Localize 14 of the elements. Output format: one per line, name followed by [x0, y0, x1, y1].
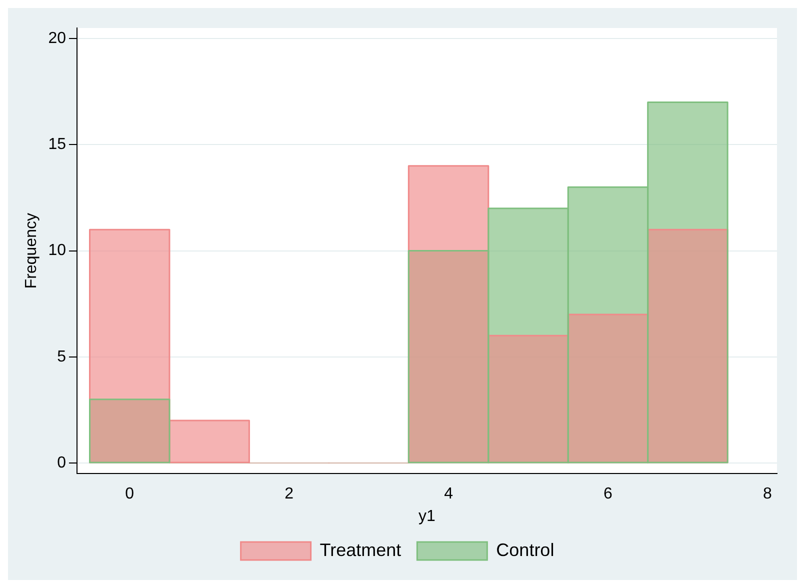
legend-label: Control [496, 540, 554, 560]
x-tick-label: 4 [444, 486, 454, 503]
y-tick-label: 5 [57, 348, 66, 366]
y-tick-label: 10 [48, 242, 66, 260]
x-tick-label: 6 [604, 486, 613, 503]
y-tick-label: 15 [48, 136, 66, 154]
y-tick-label: 0 [57, 454, 66, 472]
legend-label: Treatment [320, 540, 402, 560]
x-tick-label: 0 [125, 486, 134, 503]
y-tick-label: 20 [48, 30, 66, 48]
y-axis-title: Frequency [23, 213, 40, 289]
x-tick-label: 8 [762, 486, 772, 503]
x-tick-label: 2 [284, 486, 294, 503]
x-axis-title: y1 [418, 508, 436, 525]
